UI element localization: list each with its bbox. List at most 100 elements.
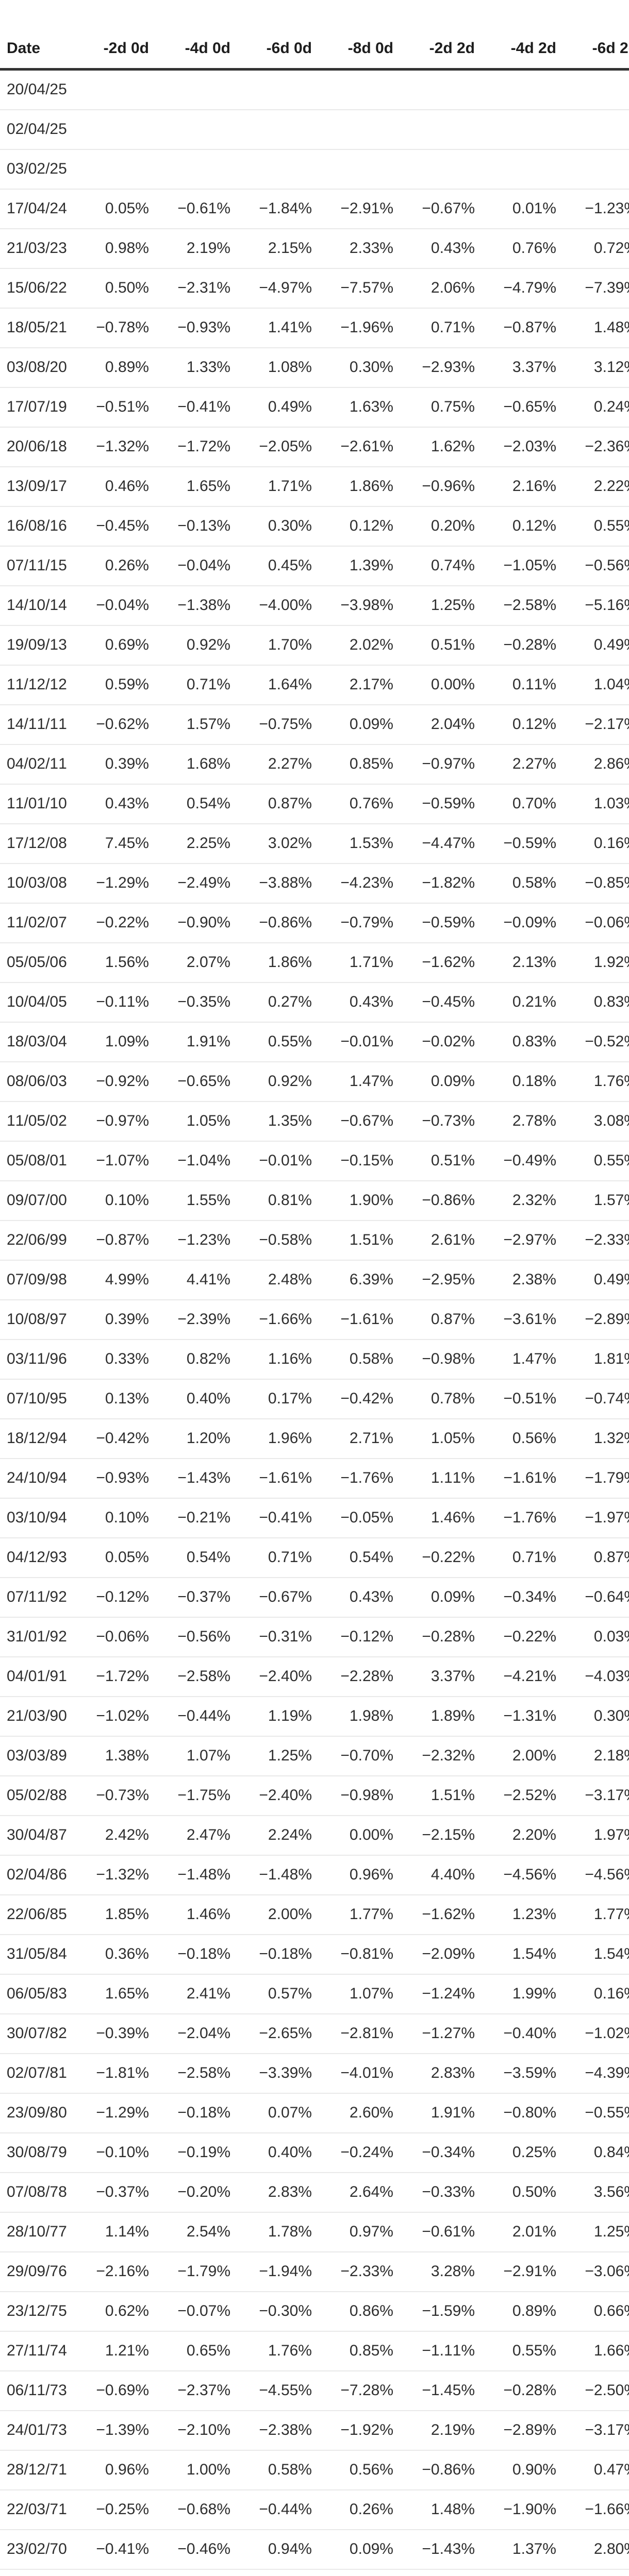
value-cell: −0.30% <box>230 2291 312 2331</box>
date-cell: 05/05/06 <box>0 942 68 982</box>
value-cell: 1.91% <box>149 1022 230 1062</box>
value-cell: 1.47% <box>475 1339 556 1379</box>
value-cell: 1.99% <box>475 1974 556 2014</box>
date-cell: 28/12/71 <box>0 2450 68 2490</box>
table-row: 16/08/16 −0.45% −0.13% 0.30% 0.12% 0.20%… <box>0 506 629 546</box>
date-cell: 15/06/22 <box>0 268 68 308</box>
value-cell: 1.14% <box>68 2212 149 2252</box>
value-cell: 0.71% <box>393 308 475 348</box>
date-cell: 03/03/89 <box>0 1736 68 1776</box>
value-cell: −0.44% <box>230 2489 312 2530</box>
value-cell: 0.09% <box>393 1577 475 1617</box>
table-row: 07/11/15 0.26% −0.04% 0.45% 1.39% 0.74% … <box>0 546 629 586</box>
value-cell: 2.78% <box>475 1101 556 1141</box>
value-cell: 0.17% <box>230 1379 312 1419</box>
table-row: 06/11/73 −0.69% −2.37% −4.55% −7.28% −1.… <box>0 2370 629 2411</box>
value-cell <box>68 109 149 149</box>
value-cell: −2.40% <box>230 1775 312 1816</box>
date-cell: 10/03/08 <box>0 863 68 903</box>
column-header-2d0d: -2d 0d <box>68 29 149 71</box>
value-cell: −0.75% <box>230 704 312 744</box>
value-cell: 1.91% <box>393 2093 475 2133</box>
value-cell: −0.79% <box>312 903 393 943</box>
value-cell: −4.56% <box>475 1855 556 1895</box>
value-cell: 0.12% <box>475 506 556 546</box>
value-cell: −4.01% <box>312 2053 393 2093</box>
value-cell: −0.65% <box>475 387 556 427</box>
value-cell: −0.18% <box>149 2093 230 2133</box>
date-cell: 11/12/12 <box>0 665 68 705</box>
value-cell: 0.26% <box>68 546 149 586</box>
value-cell: 2.00% <box>230 1894 312 1935</box>
value-cell: 1.05% <box>149 1101 230 1141</box>
value-cell: 3.56% <box>556 2172 629 2212</box>
value-cell: 0.43% <box>68 784 149 824</box>
date-cell: 21/03/90 <box>0 1696 68 1736</box>
value-cell: 1.08% <box>230 347 312 387</box>
value-cell: 0.50% <box>68 268 149 308</box>
value-cell: 2.24% <box>230 1815 312 1855</box>
value-cell: 1.41% <box>230 308 312 348</box>
value-cell: −0.20% <box>149 2172 230 2212</box>
value-cell: −1.66% <box>230 1299 312 1340</box>
value-cell: −1.66% <box>556 2489 629 2530</box>
value-cell: −0.05% <box>312 1498 393 1538</box>
value-cell: −0.59% <box>393 903 475 943</box>
value-cell: −0.78% <box>68 308 149 348</box>
value-cell <box>68 70 149 110</box>
value-cell: 0.90% <box>475 2450 556 2490</box>
value-cell: −2.10% <box>149 2410 230 2450</box>
value-cell: −0.92% <box>68 1061 149 1101</box>
value-cell: −0.86% <box>230 903 312 943</box>
event-returns-table: Date -2d 0d -4d 0d -6d 0d -8d 0d -2d 2d … <box>0 29 629 2576</box>
table-row: 03/08/20 0.89% 1.33% 1.08% 0.30% −2.93% … <box>0 347 629 387</box>
value-cell: 2.38% <box>475 1260 556 1300</box>
value-cell: 0.71% <box>475 1537 556 1578</box>
value-cell: 0.94% <box>230 2529 312 2569</box>
value-cell: −1.84% <box>230 189 312 229</box>
value-cell: −3.17% <box>556 2410 629 2450</box>
value-cell: 1.09% <box>68 1022 149 1062</box>
table-row: 14/11/11 −0.62% 1.57% −0.75% 0.09% 2.04%… <box>0 704 629 744</box>
date-cell: 03/08/20 <box>0 347 68 387</box>
value-cell: −1.79% <box>556 1458 629 1498</box>
value-cell: 0.82% <box>149 1339 230 1379</box>
table-row: 03/10/94 0.10% −0.21% −0.41% −0.05% 1.46… <box>0 1498 629 1538</box>
value-cell: −3.06% <box>556 2251 629 2292</box>
value-cell: 1.19% <box>230 1696 312 1736</box>
value-cell: 3.02% <box>230 823 312 863</box>
value-cell: 0.87% <box>230 784 312 824</box>
date-cell: 23/12/75 <box>0 2291 68 2331</box>
value-cell: 0.33% <box>68 1339 149 1379</box>
value-cell <box>149 109 230 149</box>
table-row: 30/07/82 −0.39% −2.04% −2.65% −2.81% −1.… <box>0 2013 629 2054</box>
value-cell: −2.97% <box>475 1220 556 1260</box>
value-cell: 1.86% <box>230 942 312 982</box>
value-cell: 2.16% <box>475 466 556 506</box>
value-cell: 1.81% <box>556 1339 629 1379</box>
value-cell <box>312 149 393 189</box>
value-cell: 0.03% <box>556 1617 629 1657</box>
table-row: 17/04/24 0.05% −0.61% −1.84% −2.91% −0.6… <box>0 189 629 229</box>
value-cell: 1.37% <box>475 2529 556 2569</box>
value-cell: 1.64% <box>230 665 312 705</box>
value-cell: 1.11% <box>393 1458 475 1498</box>
value-cell: 0.51% <box>393 625 475 665</box>
value-cell: −2.16% <box>68 2251 149 2292</box>
value-cell: −0.01% <box>230 1141 312 1181</box>
table-row: 23/12/75 0.62% −0.07% −0.30% 0.86% −1.59… <box>0 2291 629 2331</box>
value-cell: −2.58% <box>149 2053 230 2093</box>
value-cell: −0.22% <box>68 903 149 943</box>
table-row: 02/07/81 −1.81% −2.58% −3.39% −4.01% 2.8… <box>0 2053 629 2093</box>
value-cell: −0.61% <box>393 2212 475 2252</box>
table-row: 20/04/25 <box>0 70 629 110</box>
value-cell: −2.65% <box>230 2013 312 2054</box>
value-cell: −1.79% <box>149 2251 230 2292</box>
value-cell: −1.61% <box>230 1458 312 1498</box>
value-cell: 0.30% <box>230 506 312 546</box>
value-cell: −2.17% <box>556 704 629 744</box>
value-cell: 1.66% <box>556 2331 629 2371</box>
table-row: 06/05/83 1.65% 2.41% 0.57% 1.07% −1.24% … <box>0 1974 629 2014</box>
date-cell: 18/03/04 <box>0 1022 68 1062</box>
value-cell: 0.97% <box>312 2212 393 2252</box>
